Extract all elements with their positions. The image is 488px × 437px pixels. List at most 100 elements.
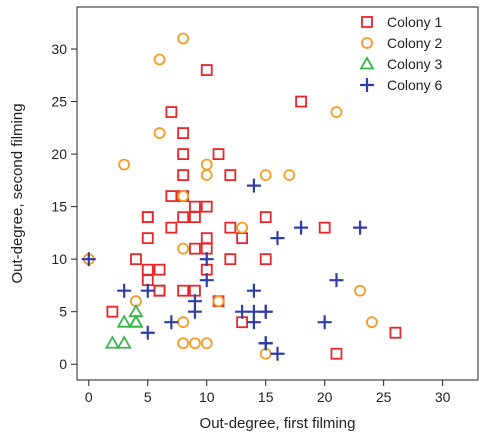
data-point [200,200,213,213]
data-point [258,304,273,319]
data-point [329,273,344,288]
x-tick-label: 30 [435,389,451,405]
data-point [177,242,190,255]
data-point [141,211,154,224]
y-axis-title: Out-degree, second filming [9,103,26,283]
series-colony-3 [104,303,144,349]
legend-marker [361,37,373,49]
x-tick-label: 0 [85,389,93,405]
data-point [200,158,213,171]
data-point [165,106,178,118]
data-point [140,283,155,298]
series-colony-6 [81,178,368,361]
data-point [236,221,249,234]
data-point [165,221,178,234]
x-tick-label: 25 [376,389,392,405]
data-point [189,337,201,350]
data-point [330,347,343,360]
data-point [116,314,132,328]
data-points [81,32,402,361]
data-point [259,347,272,360]
x-tick-label: 5 [144,389,152,405]
data-point [177,127,190,139]
data-point [177,169,190,182]
y-tick-label: 20 [51,146,67,162]
y-tick-label: 15 [51,199,67,215]
data-point [246,178,261,193]
y-axis-ticks: 0 5 10 15 20 25 30 [51,41,77,372]
data-point [259,253,272,266]
data-point [199,273,214,288]
data-point [258,336,273,351]
data-point [389,326,402,339]
y-tick-label: 25 [51,94,67,110]
data-point [177,316,190,329]
data-point [189,211,201,224]
data-point [330,106,343,118]
data-point [235,304,250,319]
data-point [81,252,96,267]
data-point [199,252,214,267]
data-point [224,221,237,234]
data-point [259,169,272,182]
data-point [189,200,201,213]
data-point [189,284,201,297]
legend-label: Colony 1 [387,14,442,30]
data-point [177,337,190,350]
x-axis-ticks: 0 5 10 15 20 25 30 [85,380,451,405]
data-point [128,314,144,328]
data-point [141,211,154,224]
data-point [224,253,237,266]
data-point [200,232,213,245]
legend-marker [359,56,375,70]
series-colony-2 [82,32,378,360]
data-point [224,169,237,182]
x-tick-label: 20 [317,389,333,405]
data-point [117,283,132,298]
data-point [283,169,296,182]
data-point [212,148,225,160]
data-point [365,316,378,329]
data-point [246,304,261,319]
legend-label: Colony 6 [387,77,442,93]
data-point [212,295,225,308]
x-axis-title: Out-degree, first filming [200,415,356,432]
data-point [353,220,368,235]
legend: Colony 1 Colony 2 Colony 3 Colony 6 [359,14,442,93]
plot-area-frame [76,6,479,381]
data-point [141,263,154,276]
data-point [140,325,155,340]
y-tick-label: 10 [51,251,67,267]
data-point [354,284,366,297]
x-tick-label: 10 [199,389,215,405]
data-point [318,221,331,234]
data-point [177,284,190,297]
data-point [153,53,166,66]
data-point [104,335,120,349]
data-point [153,263,166,276]
data-point [236,316,249,329]
data-point [270,346,285,361]
y-tick-label: 30 [51,41,67,57]
data-point [295,95,307,108]
x-tick-label: 15 [258,389,274,405]
data-point [189,242,201,255]
data-point [294,220,309,235]
data-point [153,284,166,297]
data-point [153,127,166,139]
data-point [153,284,166,297]
data-point [200,337,213,350]
data-point [200,64,213,76]
legend-marker [360,78,374,92]
data-point [141,274,154,287]
data-point [116,335,132,349]
data-point [270,231,285,246]
data-point [236,232,249,245]
data-point [187,304,202,319]
data-point [259,211,272,224]
y-tick-label: 5 [59,304,67,320]
data-point [177,190,190,203]
data-point [200,263,213,276]
data-point [246,283,261,298]
